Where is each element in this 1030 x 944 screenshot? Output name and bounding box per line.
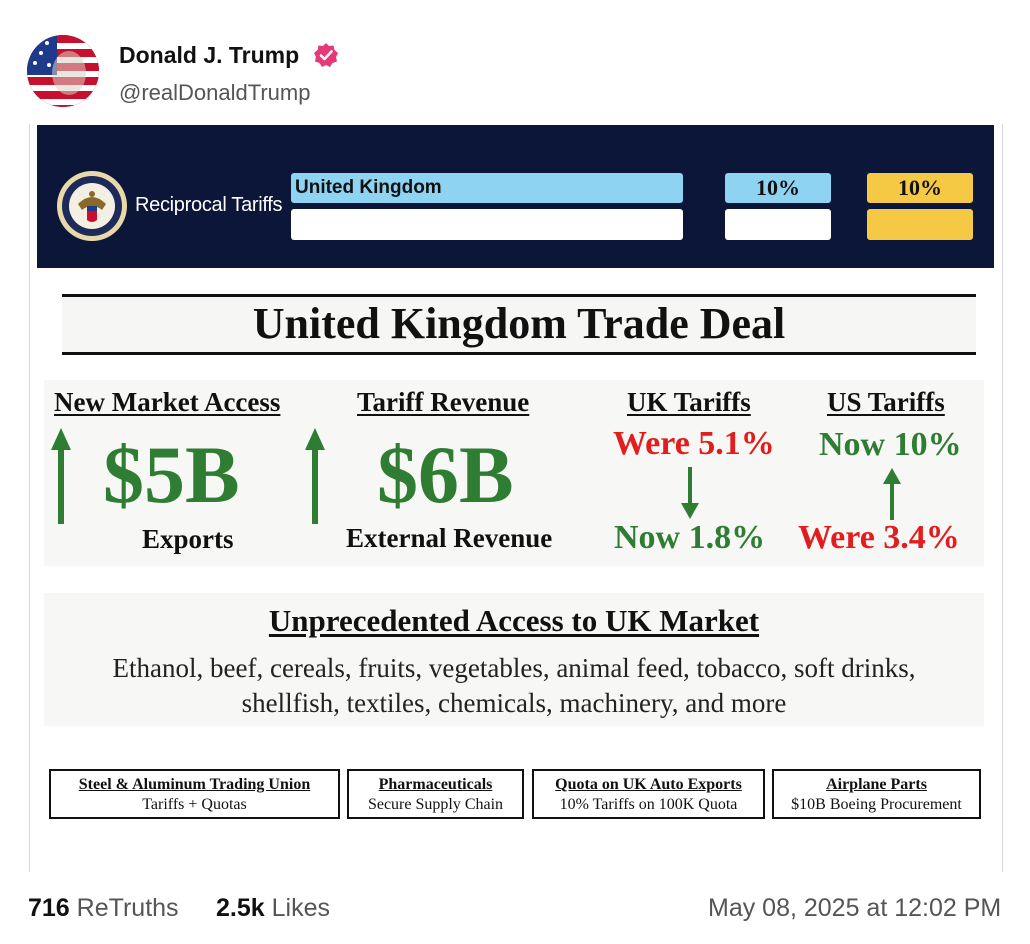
title-rule-bottom	[62, 352, 976, 355]
info-box-subtitle: Tariffs + Quotas	[142, 796, 247, 813]
info-box-title: Steel & Aluminum Trading Union	[78, 776, 311, 793]
retruths-label: ReTruths	[76, 894, 179, 922]
us-tariffs-were: Were 3.4%	[798, 519, 960, 556]
market-access-header: New Market Access	[54, 387, 281, 417]
us-tariffs-header: US Tariffs	[827, 387, 945, 417]
likes-count: 2.5k	[216, 894, 265, 922]
country-field: United Kingdom	[291, 173, 683, 203]
blank-field-2	[725, 209, 831, 240]
avatar[interactable]	[27, 35, 99, 107]
down-arrow-icon	[679, 465, 701, 526]
stats-band	[44, 380, 984, 566]
blank-field-3	[867, 209, 973, 240]
tariff-rate-2: 10%	[867, 173, 973, 203]
banner-label: Reciprocal Tariffs	[135, 194, 283, 216]
uk-tariffs-were: Were 5.1%	[613, 425, 775, 462]
uk-tariffs-now: Now 1.8%	[614, 519, 766, 556]
retruths-count: 716	[28, 894, 70, 922]
info-box-title: Quota on UK Auto Exports	[555, 776, 742, 793]
up-arrow-icon	[303, 426, 327, 531]
display-name[interactable]: Donald J. Trump	[119, 42, 300, 68]
up-arrow-icon	[49, 426, 73, 531]
auto-quota-box: Quota on UK Auto Exports 10% Tariffs on …	[532, 769, 765, 819]
title-rule-top	[62, 294, 976, 297]
tariff-rate-1: 10%	[725, 173, 831, 203]
access-line-1: Ethanol, beef, cereals, fruits, vegetabl…	[112, 653, 916, 683]
info-box-subtitle: Secure Supply Chain	[367, 796, 504, 813]
tariff-revenue-caption: External Revenue	[346, 523, 553, 553]
post-timestamp[interactable]: May 08, 2025 at 12:02 PM	[708, 894, 1002, 922]
tariff-revenue-header: Tariff Revenue	[357, 387, 530, 417]
user-handle[interactable]: @realDonaldTrump	[119, 80, 311, 105]
blank-field-1	[291, 209, 683, 240]
market-access-value: $5B	[103, 429, 240, 520]
info-box-subtitle: 10% Tariffs on 100K Quota	[559, 796, 738, 813]
info-box-title: Airplane Parts	[826, 776, 927, 793]
retruths-stat[interactable]: 716 ReTruths	[28, 894, 179, 923]
access-title: Unprecedented Access to UK Market	[268, 603, 760, 638]
up-arrow-icon	[881, 466, 903, 527]
title-band	[62, 297, 976, 355]
likes-label: Likes	[271, 894, 330, 922]
market-access-caption: Exports	[142, 524, 234, 554]
verified-badge-icon	[313, 42, 339, 68]
access-line-2: shellfish, textiles, chemicals, machiner…	[241, 688, 787, 718]
tariff-revenue-value: $6B	[377, 429, 514, 520]
presidential-seal-icon	[56, 170, 128, 242]
steel-aluminum-box: Steel & Aluminum Trading Union Tariffs +…	[49, 769, 340, 819]
access-products: Ethanol, beef, cereals, fruits, vegetabl…	[54, 651, 974, 721]
info-box-title: Pharmaceuticals	[378, 776, 493, 793]
airplane-parts-box: Airplane Parts $10B Boeing Procurement	[772, 769, 981, 819]
uk-tariffs-header: UK Tariffs	[627, 387, 751, 417]
us-tariffs-now: Now 10%	[819, 426, 962, 463]
access-band	[44, 593, 984, 726]
deal-title: United Kingdom Trade Deal	[252, 299, 786, 348]
pharmaceuticals-box: Pharmaceuticals Secure Supply Chain	[347, 769, 524, 819]
info-box-subtitle: $10B Boeing Procurement	[791, 796, 962, 813]
likes-stat[interactable]: 2.5k Likes	[216, 894, 330, 923]
